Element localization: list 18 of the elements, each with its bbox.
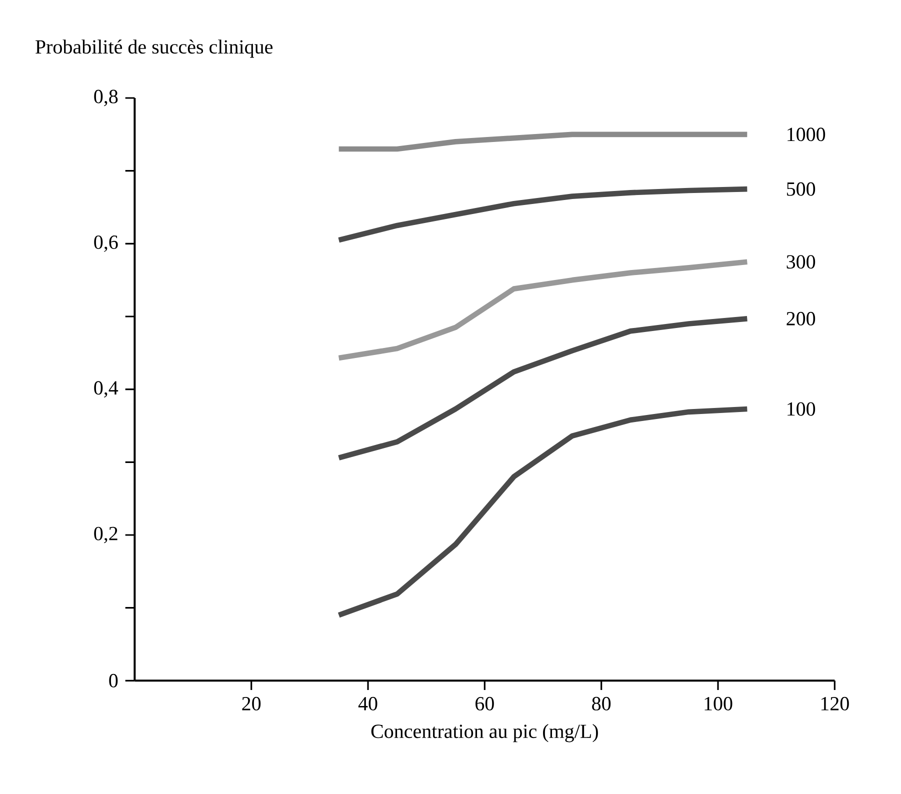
y-tick-label: 0,2 — [94, 526, 118, 544]
y-axis-title: Probabilité de succès clinique — [36, 40, 273, 58]
series-label: 500 — [787, 182, 816, 196]
series-label: 200 — [786, 312, 816, 326]
x-tick-label: 80 — [592, 696, 611, 710]
text: 1000 — [788, 128, 826, 142]
text: 100 — [788, 402, 816, 416]
series-label: 300 — [786, 255, 816, 269]
x-tick-label: 20 — [242, 696, 261, 710]
y-tick-label: 0,8 — [94, 90, 118, 106]
x-tick-label: 100 — [704, 696, 732, 710]
y-tick-label: 0 — [109, 674, 118, 688]
x-tick-label: 120 — [821, 696, 849, 710]
y-tick-label: 0,6 — [94, 235, 118, 252]
x-tick-label: 40 — [358, 696, 378, 710]
y-tick-label: 0,4 — [94, 381, 118, 398]
x-axis-title: Concentration au pic (mg/L) — [371, 724, 598, 742]
x-tick-label: 60 — [476, 696, 494, 710]
